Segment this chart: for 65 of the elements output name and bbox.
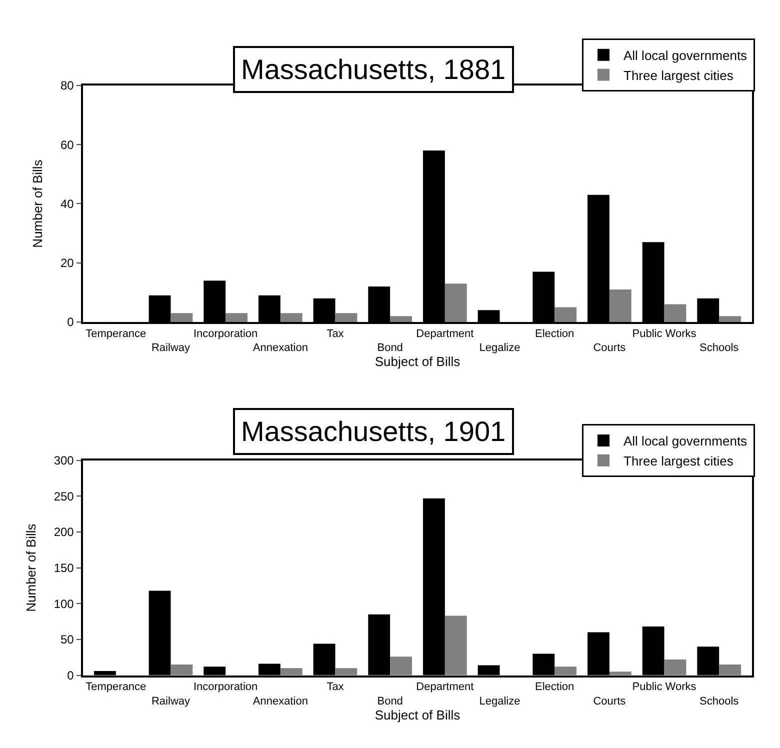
x-tick-label: Election [535,328,574,340]
x-tick-label: Railway [151,342,190,354]
x-axis-title: Subject of Bills [374,354,461,370]
bar [664,304,686,322]
x-tick-label: Bond [377,342,403,354]
y-tick-label: 250 [54,489,74,504]
x-tick-label: Incorporation [193,328,258,340]
legend-label: All local governments [624,48,748,63]
chart-title: Massachusetts, 1901 [241,416,506,447]
x-tick-label: Department [416,681,474,694]
bar [554,307,577,322]
legend-label: Three largest cities [624,68,734,83]
bar [719,316,742,322]
y-tick-label: 20 [60,256,74,270]
bar [335,313,358,322]
bar [444,616,467,676]
legend-label: Three largest cities [624,453,734,468]
bar [280,313,302,322]
x-tick-label: Department [416,328,474,340]
x-tick-label: Schools [700,696,740,708]
y-tick-label: 300 [54,454,74,468]
y-tick-label: 0 [67,668,74,682]
legend-label: All local governments [624,434,748,449]
bar [280,668,302,676]
x-axis-title: Subject of Bills [374,708,461,723]
x-tick-label: Tax [326,328,344,340]
bar [444,284,467,322]
x-tick-label: Courts [593,342,626,354]
y-tick-label: 100 [54,596,74,611]
bar [664,659,686,676]
x-tick-label: Schools [700,342,740,354]
chart-title: Massachusetts, 1881 [241,54,506,85]
bar [170,664,193,676]
bar [335,668,358,676]
x-tick-label: Legalize [479,696,520,708]
y-axis-title: Number of Bills [23,523,38,612]
x-tick-label: Courts [593,696,626,708]
x-tick-label: Annexation [252,342,308,354]
x-tick-label: Public Works [632,681,697,694]
y-tick-label: 0 [67,315,74,330]
bar [719,664,742,676]
x-tick-label: Annexation [252,696,308,708]
y-tick-label: 40 [60,196,74,211]
bar [609,672,632,676]
bar [554,666,577,676]
y-axis-title: Number of Bills [30,159,45,248]
x-tick-label: Temperance [86,328,146,340]
y-tick-label: 200 [54,525,74,540]
x-tick-label: Railway [151,696,190,708]
bar [226,313,248,322]
y-tick-label: 150 [54,561,74,576]
x-tick-label: Tax [326,681,344,694]
x-tick-label: Temperance [86,681,146,694]
bar [170,313,193,322]
y-tick-label: 50 [60,632,74,647]
y-tick-label: 60 [60,138,74,152]
bar [609,289,632,322]
y-tick-label: 80 [60,78,74,93]
x-tick-label: Incorporation [193,681,258,694]
bar [390,316,412,322]
x-tick-label: Election [535,681,574,694]
x-tick-label: Bond [377,696,403,708]
x-tick-label: Legalize [479,342,520,354]
x-tick-label: Public Works [632,328,697,340]
bar [390,656,412,676]
